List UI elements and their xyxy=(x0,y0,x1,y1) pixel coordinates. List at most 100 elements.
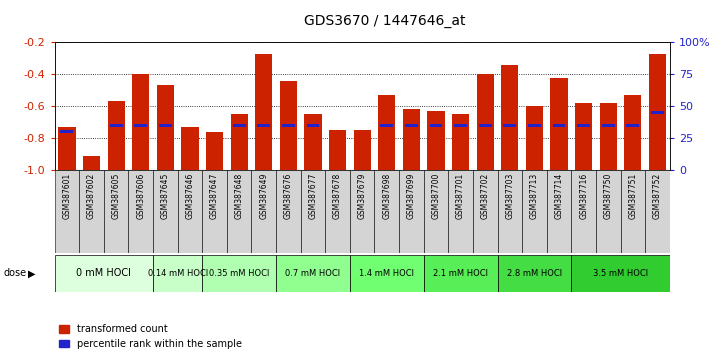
Bar xyxy=(575,103,593,170)
Bar xyxy=(325,170,350,253)
Bar xyxy=(479,124,491,127)
Bar xyxy=(231,114,248,170)
Bar xyxy=(83,155,100,170)
Bar xyxy=(596,170,620,253)
Bar xyxy=(227,170,251,253)
Bar xyxy=(159,124,172,127)
Bar xyxy=(178,170,202,253)
Bar xyxy=(503,124,516,127)
Bar xyxy=(430,124,443,127)
Legend: transformed count, percentile rank within the sample: transformed count, percentile rank withi… xyxy=(60,324,242,349)
Bar xyxy=(427,111,445,170)
Bar xyxy=(452,114,470,170)
Bar xyxy=(110,124,122,127)
Bar xyxy=(553,124,566,127)
Bar xyxy=(276,170,301,253)
Bar xyxy=(304,114,322,170)
Bar xyxy=(104,170,128,253)
Bar xyxy=(424,255,497,292)
Text: 2.1 mM HOCl: 2.1 mM HOCl xyxy=(433,269,488,278)
Text: GSM387713: GSM387713 xyxy=(530,172,539,219)
Bar xyxy=(645,170,670,253)
Bar xyxy=(378,95,395,170)
Bar xyxy=(424,170,448,253)
Text: GSM387703: GSM387703 xyxy=(505,172,514,219)
Bar xyxy=(350,170,374,253)
Text: 0.14 mM HOCl: 0.14 mM HOCl xyxy=(148,269,207,278)
Text: GSM387714: GSM387714 xyxy=(555,172,563,219)
Bar xyxy=(280,81,297,170)
Bar xyxy=(233,124,245,127)
Bar xyxy=(602,124,614,127)
Text: GSM387601: GSM387601 xyxy=(63,172,71,219)
Bar xyxy=(329,130,347,170)
Bar xyxy=(58,127,76,170)
Bar xyxy=(526,106,543,170)
Bar xyxy=(380,124,393,127)
Bar xyxy=(571,170,596,253)
Bar xyxy=(206,132,223,170)
Bar xyxy=(181,127,199,170)
Text: 0.7 mM HOCl: 0.7 mM HOCl xyxy=(285,269,341,278)
Text: GDS3670 / 1447646_at: GDS3670 / 1447646_at xyxy=(304,14,465,28)
Text: GSM387646: GSM387646 xyxy=(186,172,194,219)
Bar xyxy=(399,170,424,253)
Text: 3.5 mM HOCl: 3.5 mM HOCl xyxy=(593,269,648,278)
Text: 0.35 mM HOCl: 0.35 mM HOCl xyxy=(209,269,269,278)
Text: dose: dose xyxy=(4,268,27,278)
Bar xyxy=(134,124,147,127)
Bar xyxy=(550,78,568,170)
Text: GSM387716: GSM387716 xyxy=(579,172,588,219)
Text: GSM387649: GSM387649 xyxy=(259,172,268,219)
Bar xyxy=(626,124,639,127)
Bar xyxy=(649,53,666,170)
Bar xyxy=(577,124,590,127)
Bar xyxy=(477,74,494,170)
Bar xyxy=(55,255,153,292)
Text: GSM387677: GSM387677 xyxy=(309,172,317,219)
Bar xyxy=(651,111,664,114)
Text: GSM387702: GSM387702 xyxy=(480,172,490,219)
Text: GSM387676: GSM387676 xyxy=(284,172,293,219)
Text: GSM387701: GSM387701 xyxy=(456,172,465,219)
Bar xyxy=(132,74,149,170)
Text: 2.8 mM HOCl: 2.8 mM HOCl xyxy=(507,269,562,278)
Bar xyxy=(276,255,350,292)
Bar xyxy=(522,170,547,253)
Text: GSM387700: GSM387700 xyxy=(432,172,440,219)
Text: GSM387602: GSM387602 xyxy=(87,172,96,219)
Bar xyxy=(153,170,178,253)
Bar xyxy=(301,170,325,253)
Bar xyxy=(55,170,79,253)
Bar xyxy=(374,170,399,253)
Bar xyxy=(501,65,518,170)
Bar xyxy=(79,170,104,253)
Bar xyxy=(448,170,473,253)
Bar xyxy=(255,53,272,170)
Bar xyxy=(251,170,276,253)
Text: GSM387678: GSM387678 xyxy=(333,172,342,219)
Text: GSM387648: GSM387648 xyxy=(234,172,244,219)
Bar xyxy=(405,124,418,127)
Bar xyxy=(620,170,645,253)
Bar xyxy=(528,124,541,127)
Text: GSM387606: GSM387606 xyxy=(136,172,145,219)
Bar xyxy=(306,124,320,127)
Bar xyxy=(600,103,617,170)
Bar xyxy=(354,130,371,170)
Bar xyxy=(202,170,227,253)
Bar xyxy=(157,85,174,170)
Bar xyxy=(571,255,670,292)
Text: GSM387750: GSM387750 xyxy=(604,172,613,219)
Bar xyxy=(473,170,497,253)
Bar xyxy=(60,130,74,133)
Bar xyxy=(282,124,295,127)
Text: GSM387751: GSM387751 xyxy=(628,172,637,219)
Text: GSM387698: GSM387698 xyxy=(382,172,391,219)
Bar xyxy=(257,124,270,127)
Bar xyxy=(547,170,571,253)
Bar xyxy=(202,255,276,292)
Text: GSM387752: GSM387752 xyxy=(653,172,662,219)
Bar xyxy=(454,124,467,127)
Text: GSM387679: GSM387679 xyxy=(357,172,367,219)
